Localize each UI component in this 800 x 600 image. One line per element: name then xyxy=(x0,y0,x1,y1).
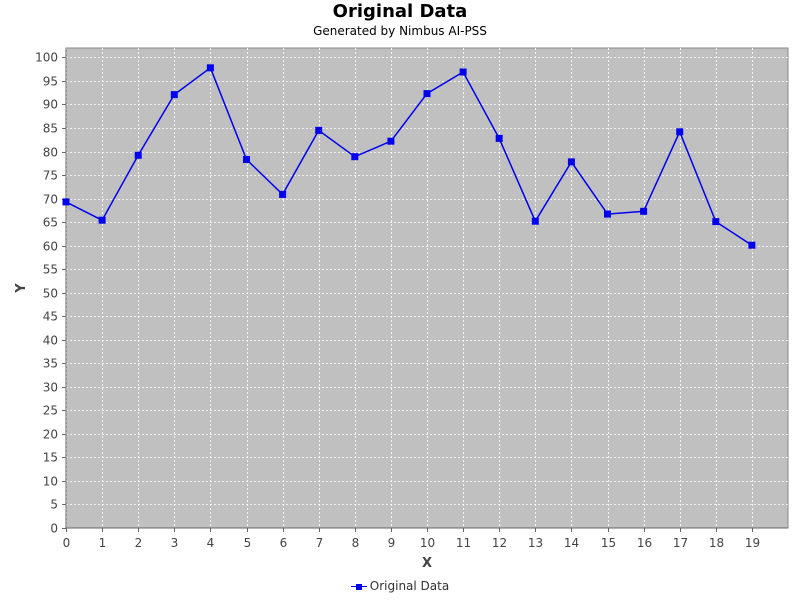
data-point xyxy=(134,151,142,159)
data-point xyxy=(62,198,70,206)
data-point xyxy=(206,64,214,72)
y-axis-label: Y xyxy=(14,283,29,294)
x-tick-label: 18 xyxy=(709,536,724,550)
data-point xyxy=(423,90,431,98)
data-point xyxy=(98,216,106,224)
x-tick-label: 5 xyxy=(244,536,252,550)
y-tick-label: 70 xyxy=(43,193,58,207)
y-tick-label: 45 xyxy=(43,310,58,324)
x-tick-label: 14 xyxy=(564,536,579,550)
x-tick-label: 16 xyxy=(637,536,652,550)
data-point xyxy=(315,126,323,134)
data-point xyxy=(459,68,467,76)
data-point xyxy=(640,207,648,215)
y-tick-label: 95 xyxy=(43,75,58,89)
x-tick-label: 2 xyxy=(135,536,143,550)
x-tick-label: 19 xyxy=(745,536,760,550)
data-point xyxy=(351,153,359,161)
data-point xyxy=(243,156,250,163)
x-tick-label: 3 xyxy=(171,536,179,550)
x-tick-label: 11 xyxy=(456,536,471,550)
x-tick-label: 6 xyxy=(280,536,288,550)
y-tick-label: 10 xyxy=(43,475,58,489)
data-point xyxy=(495,134,503,142)
y-tick-label: 75 xyxy=(43,169,58,183)
x-axis-label: X xyxy=(422,556,432,571)
x-tick-label: 12 xyxy=(492,536,507,550)
data-point xyxy=(567,158,575,166)
legend-label: Original Data xyxy=(369,579,450,593)
y-tick-label: 40 xyxy=(43,334,58,348)
x-tick-label: 0 xyxy=(63,536,71,550)
y-tick-label: 0 xyxy=(50,522,58,536)
y-tick-label: 20 xyxy=(43,428,58,442)
y-tick-label: 30 xyxy=(43,381,58,395)
data-point xyxy=(170,91,178,99)
data-point xyxy=(279,190,287,198)
y-tick-label: 25 xyxy=(43,404,58,418)
gridlines xyxy=(66,48,788,529)
y-tick-label: 80 xyxy=(43,146,58,160)
series-line xyxy=(65,66,753,246)
x-tick-label: 9 xyxy=(388,536,396,550)
chart-subtitle: Generated by Nimbus AI-PSS xyxy=(313,24,487,38)
tick-labels: 0510152025303540455055606570758085909510… xyxy=(35,51,760,551)
y-tick-label: 15 xyxy=(43,451,58,465)
y-tick-label: 50 xyxy=(43,287,58,301)
y-tick-label: 90 xyxy=(43,98,58,112)
data-point xyxy=(604,210,611,218)
data-point xyxy=(712,218,720,226)
x-tick-label: 15 xyxy=(601,536,616,550)
x-tick-label: 8 xyxy=(352,536,360,550)
data-point xyxy=(676,128,684,136)
x-tick-label: 10 xyxy=(420,536,435,550)
x-tick-label: 7 xyxy=(316,536,324,550)
x-tick-label: 4 xyxy=(207,536,215,550)
data-point xyxy=(387,137,395,145)
legend: Original Data xyxy=(0,579,800,593)
data-point xyxy=(531,217,539,225)
y-tick-label: 5 xyxy=(50,498,58,512)
chart-title: Original Data xyxy=(332,1,468,22)
y-tick-label: 55 xyxy=(43,263,58,277)
y-tick-label: 35 xyxy=(43,357,58,371)
data-point xyxy=(748,241,756,249)
x-tick-label: 1 xyxy=(99,536,107,550)
legend-swatch xyxy=(350,582,367,592)
plot-area xyxy=(65,47,789,529)
axes xyxy=(62,48,788,532)
y-tick-label: 65 xyxy=(43,216,58,230)
x-tick-label: 17 xyxy=(673,536,688,550)
x-tick-label: 13 xyxy=(528,536,543,550)
y-tick-label: 60 xyxy=(43,240,58,254)
y-tick-label: 85 xyxy=(43,122,58,136)
series-group xyxy=(62,64,756,249)
y-tick-label: 100 xyxy=(35,51,58,65)
